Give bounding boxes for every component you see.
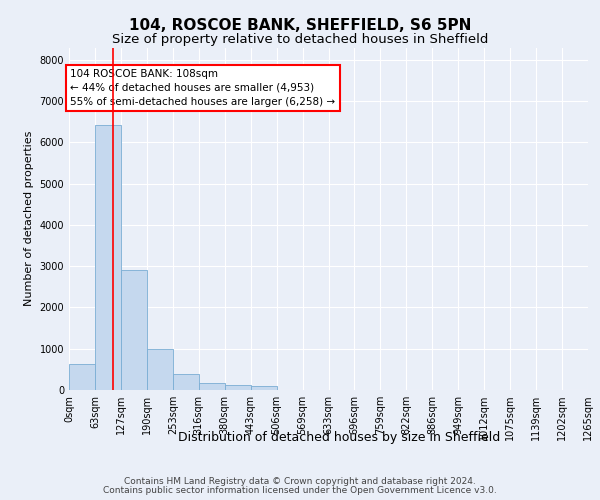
Text: Distribution of detached houses by size in Sheffield: Distribution of detached houses by size … [178,431,500,444]
Bar [121,270,147,390]
Bar [147,348,173,390]
Text: Size of property relative to detached houses in Sheffield: Size of property relative to detached ho… [112,32,488,46]
Text: 104 ROSCOE BANK: 108sqm
← 44% of detached houses are smaller (4,953)
55% of semi: 104 ROSCOE BANK: 108sqm ← 44% of detache… [70,69,335,107]
Y-axis label: Number of detached properties: Number of detached properties [24,131,34,306]
Bar [173,374,199,390]
Text: Contains public sector information licensed under the Open Government Licence v3: Contains public sector information licen… [103,486,497,495]
Bar [251,386,277,390]
Bar [225,384,251,390]
Text: 104, ROSCOE BANK, SHEFFIELD, S6 5PN: 104, ROSCOE BANK, SHEFFIELD, S6 5PN [129,18,471,32]
Bar [199,383,224,390]
Bar [69,364,95,390]
Bar [95,124,121,390]
Text: Contains HM Land Registry data © Crown copyright and database right 2024.: Contains HM Land Registry data © Crown c… [124,477,476,486]
